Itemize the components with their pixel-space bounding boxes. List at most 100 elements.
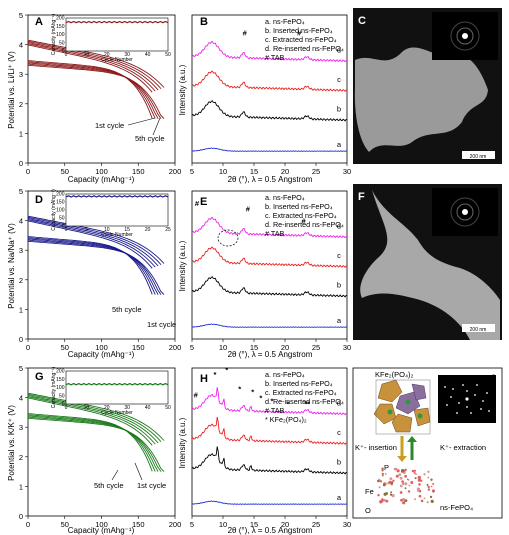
diffraction-spot <box>466 390 468 392</box>
peak-marker: # <box>302 217 307 226</box>
atom <box>404 474 407 478</box>
compound-label: KFe₂(PO₄)₂ <box>375 370 414 379</box>
inset-x-tick-label: 5 <box>85 227 88 233</box>
inset-x-tick-label: 0 <box>65 227 68 233</box>
diffraction-center <box>462 209 468 215</box>
xrd-pattern-b <box>191 100 348 122</box>
atom <box>429 495 433 499</box>
inset-frame <box>65 370 169 405</box>
inset-y-tick-label: 100 <box>56 208 65 214</box>
inset-x-tick-label: 20 <box>104 405 110 411</box>
y-axis-label: Intensity (a.u.) <box>178 417 187 468</box>
legend-entry: b. Inserted ns-FePO₄ <box>265 202 333 211</box>
inset-x-tick-label: 25 <box>165 227 171 233</box>
charge-curve <box>27 42 159 91</box>
atom <box>404 499 408 502</box>
atom <box>402 482 405 485</box>
charge-curve <box>27 219 156 268</box>
atom <box>377 479 380 483</box>
x-tick-label: 20 <box>281 520 289 529</box>
x-axis-label: Capacity (mAhg⁻¹) <box>68 350 135 359</box>
diffraction-spots <box>444 384 490 414</box>
atom <box>402 501 406 505</box>
inset-x-tick-label: 0 <box>65 405 68 411</box>
atom <box>401 480 404 483</box>
inset-x-label: Cycle Number <box>101 410 133 416</box>
peak-marker: * <box>271 397 274 406</box>
x-tick-label: 25 <box>312 343 320 352</box>
y-tick-label: 4 <box>19 41 23 50</box>
x-tick-label: 150 <box>132 167 145 176</box>
diffraction-spot <box>444 386 446 388</box>
charge-curve <box>27 396 156 445</box>
x-tick-label: 0 <box>26 167 30 176</box>
x-tick-label: 5 <box>190 343 194 352</box>
legend-entry: # TAB <box>265 229 285 238</box>
y-tick-label: 3 <box>19 70 23 79</box>
x-tick-label: 30 <box>343 520 351 529</box>
atom <box>395 474 399 478</box>
inset-frame <box>65 193 169 227</box>
inset-y-tick-label: 150 <box>56 200 65 206</box>
atom <box>427 470 430 473</box>
y-tick-label: 4 <box>19 394 23 403</box>
atom <box>411 469 415 473</box>
atom <box>413 471 416 474</box>
cycle-label: 5th cycle <box>135 134 165 143</box>
x-tick-label: 200 <box>169 520 182 529</box>
atom <box>408 484 411 487</box>
y-tick-label: 3 <box>19 246 23 255</box>
atom <box>413 469 416 472</box>
charge-curve <box>27 397 153 446</box>
atom <box>427 476 430 479</box>
scale-label: 200 nm <box>470 327 487 333</box>
discharge-curve <box>27 414 156 472</box>
atom-label-p: P <box>384 463 389 472</box>
xrd-pattern-c <box>191 246 348 268</box>
atom <box>423 497 426 500</box>
atom <box>427 485 430 489</box>
curve-label: b <box>337 458 341 467</box>
charge-curve <box>27 220 153 269</box>
panel-letter: E <box>200 196 207 208</box>
atom <box>383 499 387 502</box>
diffraction-ring <box>456 203 474 221</box>
cycle-label: 5th cycle <box>94 481 124 490</box>
diffraction-spot <box>462 384 464 386</box>
y-axis-label: Potential vs. K/K⁺ (V) <box>7 405 16 481</box>
inset-y-label: Capacity (mAhg⁻¹) <box>51 189 57 231</box>
panel-d: D Potential vs. Na/Na⁺ (V) Capacity (mAh… <box>7 187 181 359</box>
insertion-label: K⁺- insertion <box>355 443 397 452</box>
discharge-curve <box>27 63 162 119</box>
y-tick-label: 0 <box>19 335 23 344</box>
diffraction-spot <box>446 404 448 406</box>
atom <box>427 488 430 491</box>
atom <box>379 480 383 483</box>
inset-x-tick-label: 10 <box>84 52 90 58</box>
atom <box>426 501 429 504</box>
x-tick-label: 5 <box>190 167 194 176</box>
x-axis-label: Capacity (mAhg⁻¹) <box>68 175 135 184</box>
curve-label: d <box>337 398 341 407</box>
plot-frame <box>191 14 348 164</box>
charge-curve <box>27 395 159 444</box>
atom <box>418 483 421 486</box>
inset-y-tick-label: 100 <box>56 32 65 38</box>
inset-y-label: Capacity (mAhg⁻¹) <box>51 366 57 408</box>
atom <box>385 499 389 503</box>
y-tick-label: 1 <box>19 482 23 491</box>
discharge-curve <box>27 61 156 119</box>
atom <box>381 498 384 501</box>
y-tick-label: 0 <box>19 512 23 521</box>
x-tick-label: 20 <box>281 343 289 352</box>
panel-letter: G <box>35 371 44 383</box>
panel-f: F 200 nm <box>353 184 502 340</box>
x-tick-label: 150 <box>132 343 145 352</box>
atom <box>416 487 421 491</box>
legend-entry: d. Re-inserted ns-FePO₄ <box>265 44 344 53</box>
cycle-label: 1st cycle <box>95 121 124 130</box>
discharge-curve <box>27 236 153 295</box>
inset-x-tick-label: 50 <box>165 405 171 411</box>
y-tick-label: 0 <box>19 159 23 168</box>
charge-curve <box>27 392 165 441</box>
